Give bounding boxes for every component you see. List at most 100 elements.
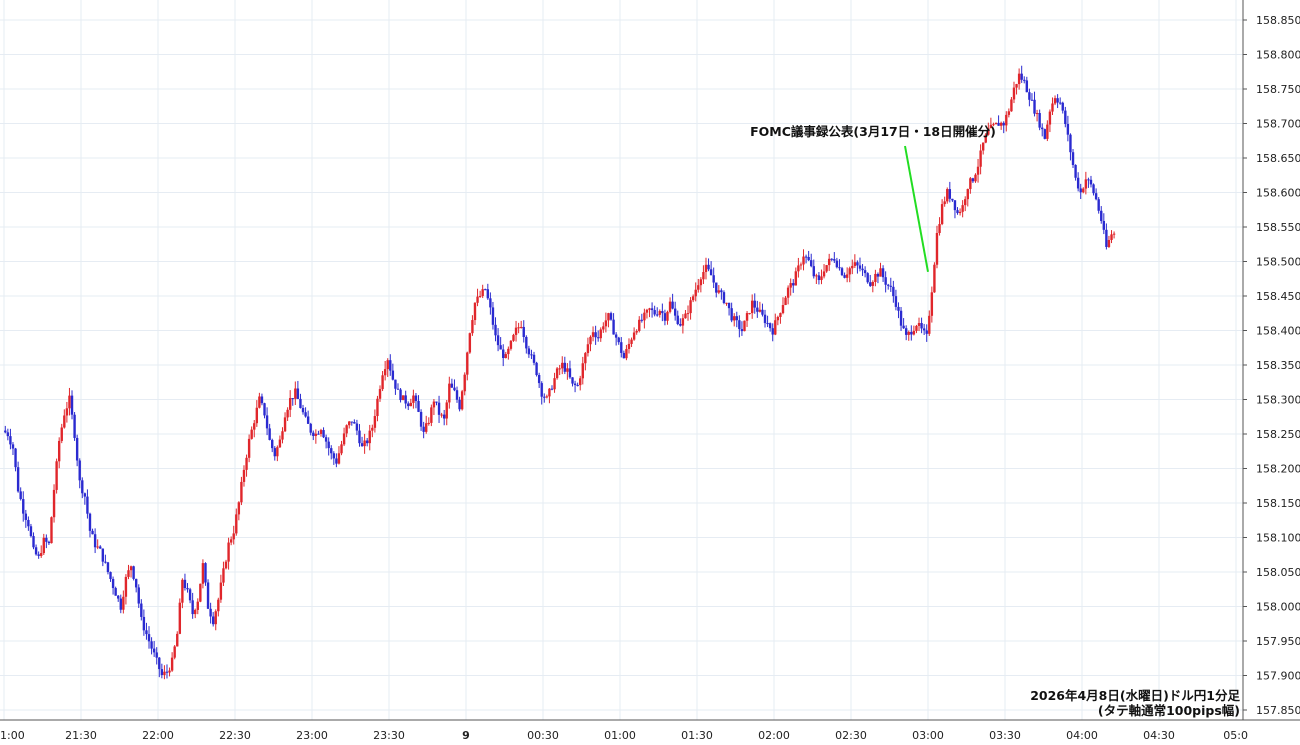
candle-body — [455, 390, 459, 400]
candle-body — [956, 210, 959, 214]
candle-body — [52, 489, 56, 518]
candle-body — [63, 415, 66, 428]
candle-body — [537, 375, 541, 384]
candle-body — [170, 657, 174, 671]
candle-body — [1010, 99, 1013, 112]
candle-body — [468, 333, 472, 353]
candle-body — [57, 440, 61, 462]
candle-body — [748, 313, 751, 315]
candle-body — [535, 362, 538, 376]
candle-body — [117, 595, 120, 599]
candle-body — [573, 383, 577, 386]
candle-body — [283, 417, 287, 432]
candle-body — [579, 378, 582, 386]
candle-body — [335, 458, 338, 464]
candle-body — [173, 646, 176, 658]
candle-body — [661, 311, 664, 314]
candle-body — [848, 268, 851, 275]
candle-body — [499, 345, 502, 350]
candle-body — [951, 198, 954, 201]
candle-body — [727, 302, 731, 309]
candle-body — [786, 287, 790, 298]
candle-body — [491, 307, 495, 325]
candle-body — [81, 480, 84, 494]
candle-body — [925, 330, 928, 334]
candle-layer — [4, 65, 1116, 680]
candle-body — [409, 402, 413, 407]
y-tick-label: 158.300 — [1256, 394, 1300, 407]
candle-body — [673, 308, 677, 316]
candle-body — [322, 430, 325, 438]
candle-body — [512, 334, 515, 341]
candle-body — [478, 295, 482, 297]
candle-body — [235, 514, 238, 534]
candle-body — [273, 448, 276, 457]
candle-body — [265, 415, 269, 429]
candle-body — [532, 354, 536, 363]
candle-body — [247, 438, 251, 458]
annotation-pointer-line — [904, 145, 929, 273]
candle-body — [158, 657, 161, 670]
candle-body — [851, 265, 854, 269]
candle-body — [255, 407, 259, 424]
candle-body — [761, 309, 764, 315]
candle-body — [19, 491, 22, 500]
candle-body — [435, 401, 438, 403]
candle-body — [527, 348, 531, 355]
candle-body — [204, 563, 207, 583]
candle-body — [250, 429, 253, 439]
candle-body — [60, 427, 63, 441]
candle-body — [140, 603, 143, 617]
candle-body — [802, 256, 805, 265]
candle-body — [191, 600, 194, 615]
candle-body — [194, 609, 197, 615]
candle-body — [522, 326, 525, 337]
candle-body — [70, 395, 74, 415]
candle-body — [591, 332, 595, 337]
candle-body — [979, 150, 982, 167]
candle-body — [286, 409, 289, 418]
candle-body — [550, 388, 554, 390]
candle-body — [702, 272, 705, 280]
candle-body — [224, 561, 228, 569]
candle-body — [217, 599, 220, 612]
candle-body — [653, 310, 656, 315]
candle-body — [614, 334, 618, 338]
candle-body — [738, 320, 741, 330]
candle-body — [1066, 124, 1070, 135]
candle-body — [132, 566, 135, 579]
x-tick-label: 21:30 — [65, 729, 97, 742]
candle-body — [109, 572, 112, 579]
candle-body — [584, 353, 587, 364]
y-tick-label: 158.700 — [1256, 118, 1300, 131]
candle-body — [869, 282, 872, 286]
candle-body — [576, 385, 579, 387]
candle-body — [1033, 99, 1036, 114]
candle-body — [240, 481, 243, 503]
candle-body — [137, 587, 140, 604]
candle-body — [363, 440, 366, 447]
candle-body — [938, 224, 941, 233]
candle-body — [1053, 98, 1057, 104]
candle-body — [689, 300, 692, 314]
candle-body — [1084, 179, 1088, 189]
candle-body — [745, 313, 749, 321]
candle-body — [989, 124, 993, 129]
candle-body — [432, 401, 436, 408]
candle-body — [599, 329, 602, 339]
candle-body — [1082, 188, 1085, 193]
candle-body — [1005, 114, 1008, 126]
candle-body — [992, 124, 995, 126]
candle-body — [119, 598, 122, 610]
candle-body — [704, 264, 708, 273]
candle-body — [155, 652, 158, 658]
candle-body — [835, 260, 839, 268]
candle-body — [699, 279, 703, 286]
x-tick-label: 04:00 — [1066, 729, 1098, 742]
candle-body — [697, 285, 700, 290]
candle-body — [517, 327, 520, 329]
candle-body — [489, 298, 492, 308]
candle-body — [548, 388, 551, 397]
y-tick-label: 158.750 — [1256, 83, 1300, 96]
candle-body — [571, 377, 574, 384]
